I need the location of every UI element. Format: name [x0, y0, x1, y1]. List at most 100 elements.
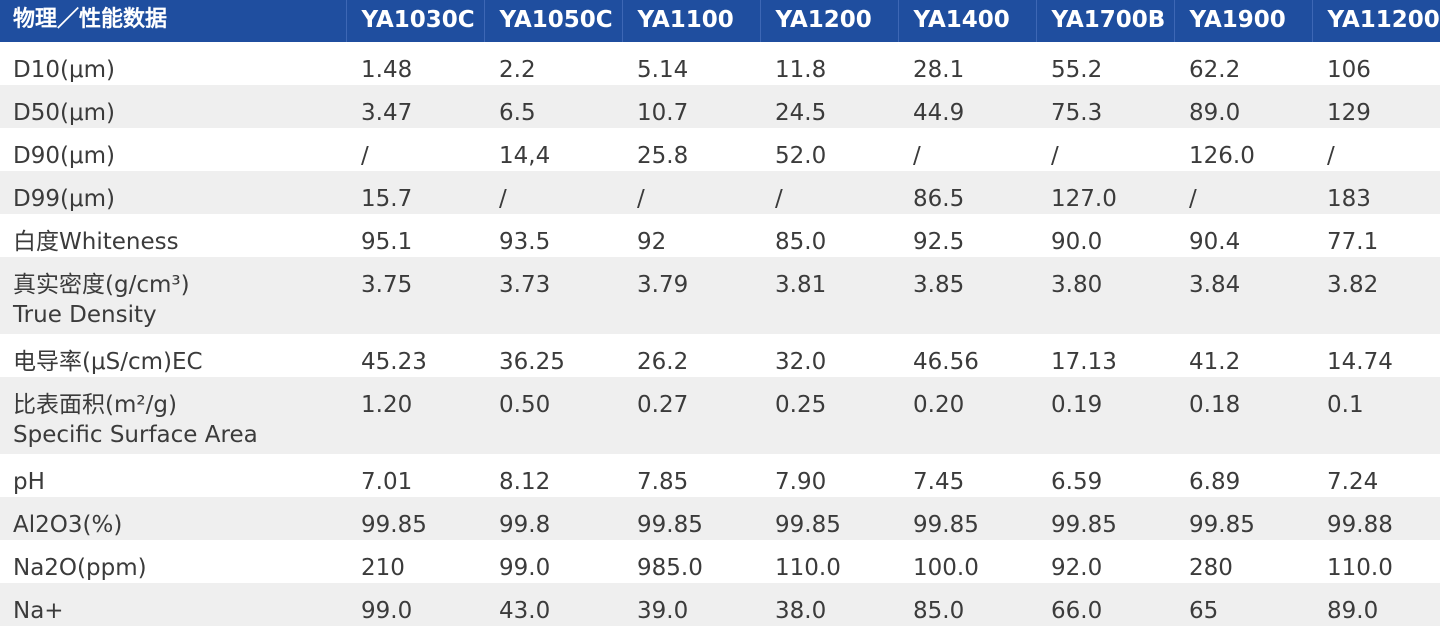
value-cell: 0.18 [1174, 377, 1312, 454]
value-cell: 110.0 [1312, 540, 1440, 583]
value-cell: 92.0 [1036, 540, 1174, 583]
value-cell: 3.47 [346, 85, 484, 128]
value-cell: 10.7 [622, 85, 760, 128]
value-cell: 0.1 [1312, 377, 1440, 454]
value-cell: 93.5 [484, 214, 622, 257]
value-cell: / [346, 128, 484, 171]
value-cell: 126.0 [1174, 128, 1312, 171]
value-cell: 3.75 [346, 257, 484, 334]
row-sublabel: True Density [13, 302, 157, 328]
value-cell: 77.1 [1312, 214, 1440, 257]
value-cell: 5.14 [622, 42, 760, 85]
value-cell: 39.0 [622, 583, 760, 626]
row-label-cell: 白度Whiteness [0, 214, 346, 257]
value-cell: 52.0 [760, 128, 898, 171]
value-cell: 75.3 [1036, 85, 1174, 128]
value-cell: / [1312, 128, 1440, 171]
value-cell: 89.0 [1312, 583, 1440, 626]
value-cell: 85.0 [898, 583, 1036, 626]
value-cell: 41.2 [1174, 334, 1312, 377]
table-row: D90(μm)/14,4 25.8 52.0//126.0/ [0, 128, 1440, 171]
value-cell: 3.80 [1036, 257, 1174, 334]
row-label: 比表面积(m²/g) [13, 392, 177, 418]
value-cell: 6.89 [1174, 454, 1312, 497]
value-cell: 14,4 [484, 128, 622, 171]
row-label-cell: Na+ [0, 583, 346, 626]
value-cell: 129 [1312, 85, 1440, 128]
value-cell: 99.85 [1036, 497, 1174, 540]
value-cell: 36.25 [484, 334, 622, 377]
header-ya1050c: YA1050C [483, 0, 622, 42]
header-ya11200: YA11200 [1311, 0, 1440, 42]
value-cell: 2.2 [484, 42, 622, 85]
value-cell: 3.73 [484, 257, 622, 334]
value-cell: 7.01 [346, 454, 484, 497]
value-cell: 90.0 [1036, 214, 1174, 257]
value-cell: 99.0 [484, 540, 622, 583]
value-cell: 17.13 [1036, 334, 1174, 377]
value-cell: 6.59 [1036, 454, 1174, 497]
value-cell: 11.8 [760, 42, 898, 85]
value-cell: 45.23 [346, 334, 484, 377]
value-cell: 99.85 [1174, 497, 1312, 540]
value-cell: 38.0 [760, 583, 898, 626]
row-label: D10(μm) [13, 57, 115, 83]
value-cell: 90.4 [1174, 214, 1312, 257]
value-cell: 89.0 [1174, 85, 1312, 128]
value-cell: / [622, 171, 760, 214]
row-sublabel: Specific Surface Area [13, 422, 258, 448]
header-property: 物理／性能数据 [0, 0, 346, 42]
value-cell: 127.0 [1036, 171, 1174, 214]
value-cell: 14.74 [1312, 334, 1440, 377]
row-label-cell: D90(μm) [0, 128, 346, 171]
row-label-cell: D99(μm) [0, 171, 346, 214]
table-row: D50(μm) 3.47 6.5 10.7 24.5 44.9 75.3 89.0 129 [0, 85, 1440, 128]
value-cell: 1.20 [346, 377, 484, 454]
header-row: 物理／性能数据 YA1030C YA1050C YA1100 YA1200 YA… [0, 0, 1440, 42]
value-cell: 3.85 [898, 257, 1036, 334]
table-row: Al2O3(%) 99.85 99.8 99.85 99.85 99.85 99.85 99.… [0, 497, 1440, 540]
value-cell: 92.5 [898, 214, 1036, 257]
value-cell: / [898, 128, 1036, 171]
value-cell: 0.20 [898, 377, 1036, 454]
row-label-cell: D10(μm) [0, 42, 346, 85]
value-cell: 44.9 [898, 85, 1036, 128]
value-cell: 0.19 [1036, 377, 1174, 454]
row-label: 真实密度(g/cm³) [13, 272, 190, 298]
value-cell: 7.45 [898, 454, 1036, 497]
value-cell: 7.24 [1312, 454, 1440, 497]
value-cell: 99.0 [346, 583, 484, 626]
row-label-cell: 比表面积(m²/g) Specific Surface Area [0, 377, 346, 454]
value-cell: 25.8 [622, 128, 760, 171]
table-row: 电导率(μS/cm)EC 45.23 36.25 26.2 32.0 46.56 17.13… [0, 334, 1440, 377]
value-cell: 0.25 [760, 377, 898, 454]
row-label-cell: Na2O(ppm) [0, 540, 346, 583]
row-label-cell: 电导率(μS/cm)EC [0, 334, 346, 377]
table-row: D10(μm) 1.48 2.2 5.14 11.8 28.1 55.2 62.2 106 [0, 42, 1440, 85]
row-label: D50(μm) [13, 100, 115, 126]
value-cell: 99.85 [760, 497, 898, 540]
value-cell: 7.85 [622, 454, 760, 497]
row-label: Al2O3(%) [13, 512, 123, 538]
table-row: 白度Whiteness 95.1 93.5 92 85.0 92.5 90.0 90.4 77.… [0, 214, 1440, 257]
row-label: Na+ [13, 598, 64, 624]
value-cell: 99.88 [1312, 497, 1440, 540]
value-cell: 99.85 [622, 497, 760, 540]
value-cell: 15.7 [346, 171, 484, 214]
table-row: 真实密度(g/cm³) True Density 3.75 3.73 3.79 3.81 3… [0, 257, 1440, 334]
row-label: D99(μm) [13, 186, 115, 212]
value-cell: 0.50 [484, 377, 622, 454]
value-cell: 183 [1312, 171, 1440, 214]
row-label: Na2O(ppm) [13, 555, 147, 581]
table-row: Na2O(ppm) 210 99.0 985.0 110.0 100.0 92.0 280 11… [0, 540, 1440, 583]
row-label-cell: 真实密度(g/cm³) True Density [0, 257, 346, 334]
row-label: D90(μm) [13, 143, 115, 169]
table-header: 物理／性能数据 YA1030C YA1050C YA1100 YA1200 YA… [0, 0, 1440, 42]
value-cell: 65 [1174, 583, 1312, 626]
value-cell: 8.12 [484, 454, 622, 497]
value-cell: 106 [1312, 42, 1440, 85]
value-cell: 24.5 [760, 85, 898, 128]
value-cell: / [1174, 171, 1312, 214]
value-cell: 110.0 [760, 540, 898, 583]
